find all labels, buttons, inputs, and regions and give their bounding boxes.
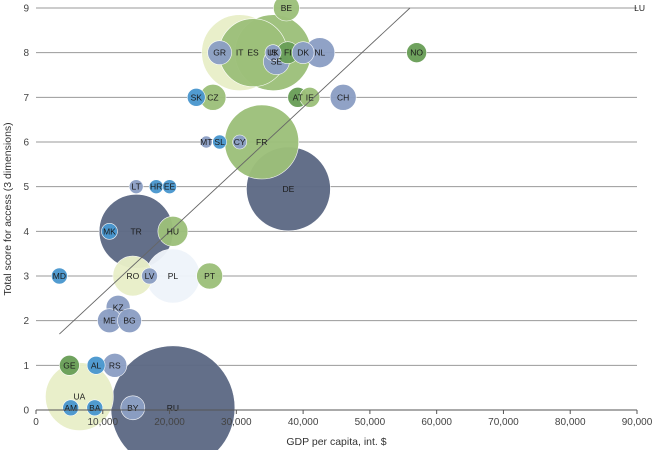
bubble-am (62, 399, 80, 417)
label-al: AL (91, 360, 102, 370)
bubble-lv (141, 267, 158, 285)
label-sl: SL (214, 137, 225, 147)
label-nl: NL (314, 48, 325, 58)
label-it: IT (236, 48, 244, 58)
label-bg: BG (123, 316, 135, 326)
label-ie: IE (306, 92, 314, 102)
label-sk: SK (191, 92, 203, 102)
bubble-ba (86, 399, 104, 417)
bubble-dk (291, 41, 315, 64)
label-be: BE (281, 3, 293, 13)
trendline-group (59, 7, 411, 335)
bubble-ie (299, 87, 321, 108)
label-no: NO (410, 48, 423, 58)
label-uk: UK (267, 48, 279, 58)
x-tick-label: 80,000 (555, 417, 586, 428)
label-fr: FR (256, 137, 267, 147)
x-tick-label: 40,000 (288, 417, 319, 428)
y-tick-label: 1 (23, 361, 29, 372)
y-tick-label: 9 (23, 4, 29, 15)
label-by: BY (127, 403, 139, 413)
label-se: SE (271, 57, 283, 67)
x-tick-label: 70,000 (488, 417, 519, 428)
y-tick-label: 7 (23, 93, 29, 104)
bubble-mk (101, 223, 118, 240)
label-hu: HU (167, 226, 179, 236)
label-ru: RU (167, 403, 179, 413)
x-tick-label: 0 (33, 417, 39, 428)
label-lv: LV (145, 271, 155, 281)
x-tick-label: 20,000 (154, 417, 185, 428)
x-axis-title: GDP per capita, int. $ (286, 436, 386, 448)
y-tick-label: 5 (23, 182, 29, 193)
bubble-pt (196, 262, 223, 290)
x-tick-label: 30,000 (221, 417, 252, 428)
bubble-sl (212, 134, 227, 150)
trendline (59, 7, 411, 335)
y-tick-label: 6 (23, 138, 29, 149)
y-tick-label: 8 (23, 48, 29, 59)
label-am: AM (64, 403, 77, 413)
label-me: ME (103, 316, 116, 326)
bubble-gr (207, 40, 232, 65)
label-gr: GR (213, 48, 226, 58)
x-tick-label: 60,000 (421, 417, 452, 428)
label-cz: CZ (207, 92, 218, 102)
label-rs: RS (109, 360, 121, 370)
label-cy: CY (234, 137, 246, 147)
bubble-sk (186, 88, 206, 107)
bubble-cy (232, 134, 247, 150)
x-tick-label: 90,000 (622, 417, 653, 428)
label-lt: LT (132, 182, 141, 192)
x-tick-label: 50,000 (355, 417, 386, 428)
x-tick-label: 10,000 (87, 417, 118, 428)
label-ba: BA (89, 403, 101, 413)
y-tick-label: 3 (23, 272, 29, 283)
bubble-hu (157, 216, 189, 247)
label-fi: FI (284, 48, 292, 58)
bubble-no (406, 42, 427, 63)
label-mk: MK (103, 226, 116, 236)
label-pl: PL (168, 271, 179, 281)
label-ro: RO (126, 271, 139, 281)
label-de: DE (283, 184, 295, 194)
label-ge: GE (63, 360, 76, 370)
label-pt: PT (204, 271, 215, 281)
label-is: IS (269, 48, 277, 58)
label-dk: DK (297, 48, 309, 58)
label-lu: LU (634, 3, 645, 13)
bubble-mt (199, 135, 213, 149)
axes: 0 10,000 20,000 30,000 40,000 50,000 60,000 70,… (23, 4, 652, 429)
label-md: MD (53, 271, 66, 281)
bubbles (45, 0, 427, 450)
bubble-lt (128, 179, 144, 194)
bubble-ge (59, 355, 80, 376)
label-at: AT (293, 92, 303, 102)
bubble-be (273, 0, 300, 22)
label-ch: CH (337, 92, 349, 102)
bubble-bg (117, 308, 142, 333)
bubble-ch (329, 84, 357, 111)
label-hr: HR (150, 182, 162, 192)
label-ua: UA (73, 392, 85, 402)
bubble-is (264, 44, 282, 61)
label-kz: KZ (113, 302, 124, 312)
y-tick-label: 2 (23, 316, 29, 327)
bubble-md (51, 267, 68, 285)
y-tick-label: 0 (23, 406, 29, 417)
bubble-ee (162, 179, 177, 194)
label-ee: EE (164, 182, 176, 192)
y-tick-label: 4 (23, 227, 29, 238)
y-axis-title: Total score for access (3 dimensions) (2, 122, 14, 295)
label-es: ES (247, 48, 259, 58)
bubble-by (120, 395, 146, 421)
label-mt: MT (200, 137, 212, 147)
bubble-al (86, 356, 106, 375)
label-tr: TR (130, 226, 141, 236)
